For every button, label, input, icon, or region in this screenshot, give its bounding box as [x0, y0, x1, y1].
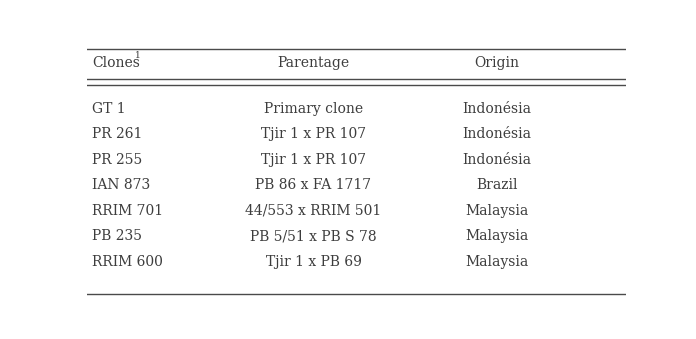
- Text: PR 261: PR 261: [93, 127, 143, 141]
- Text: 44/553 x RRIM 501: 44/553 x RRIM 501: [246, 204, 381, 218]
- Text: RRIM 600: RRIM 600: [93, 255, 164, 269]
- Text: RRIM 701: RRIM 701: [93, 204, 164, 218]
- Text: Origin: Origin: [475, 56, 519, 70]
- Text: Malaysia: Malaysia: [466, 204, 528, 218]
- Text: 1: 1: [134, 51, 140, 60]
- Text: Malaysia: Malaysia: [466, 255, 528, 269]
- Text: Primary clone: Primary clone: [264, 102, 363, 116]
- Text: IAN 873: IAN 873: [93, 178, 150, 192]
- Text: Tjir 1 x PB 69: Tjir 1 x PB 69: [266, 255, 361, 269]
- Text: Tjir 1 x PR 107: Tjir 1 x PR 107: [261, 127, 366, 141]
- Text: PB 235: PB 235: [93, 230, 143, 243]
- Text: PB 86 x FA 1717: PB 86 x FA 1717: [255, 178, 372, 192]
- Text: Tjir 1 x PR 107: Tjir 1 x PR 107: [261, 153, 366, 167]
- Text: Brazil: Brazil: [476, 178, 518, 192]
- Text: GT 1: GT 1: [93, 102, 126, 116]
- Text: Indonésia: Indonésia: [462, 153, 532, 167]
- Text: Malaysia: Malaysia: [466, 230, 528, 243]
- Text: PR 255: PR 255: [93, 153, 143, 167]
- Text: PB 5/51 x PB S 78: PB 5/51 x PB S 78: [251, 230, 377, 243]
- Text: Indonésia: Indonésia: [462, 127, 532, 141]
- Text: Parentage: Parentage: [278, 56, 349, 70]
- Text: Indonésia: Indonésia: [462, 102, 532, 116]
- Text: Clones: Clones: [93, 56, 141, 70]
